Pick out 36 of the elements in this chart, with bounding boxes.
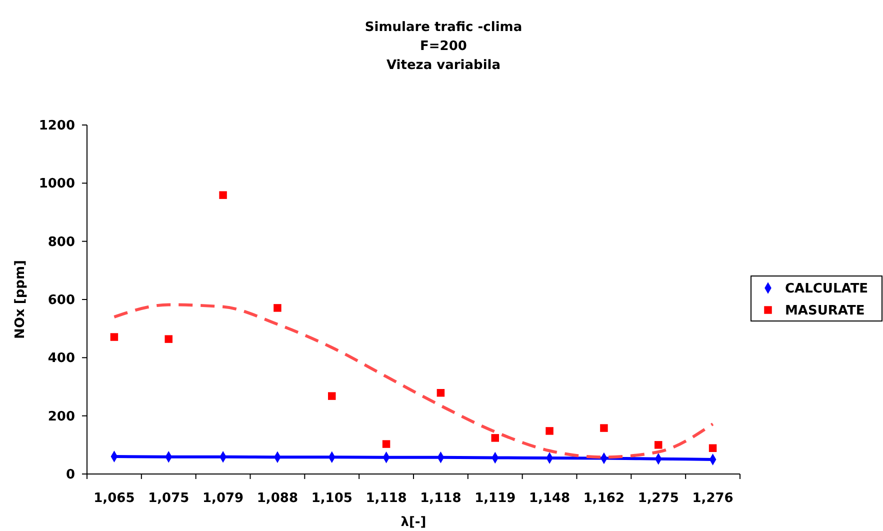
y-tick-label: 800: [48, 234, 75, 250]
x-tick-label: 1,118: [366, 491, 407, 506]
y-tick-label: 200: [48, 409, 75, 424]
x-tick-label: 1,275: [638, 491, 679, 506]
y-tick-label: 0: [66, 468, 75, 483]
x-tick-label: 1,075: [148, 491, 190, 506]
point: [219, 191, 227, 199]
y-axis-title: NOx [ppm]: [13, 260, 28, 339]
chart-title: Simulare trafic -clima F=200 Viteza variabila: [364, 20, 522, 73]
x-tick-label: 1,118: [420, 491, 462, 506]
y-tick-label: 400: [48, 351, 75, 366]
legend-label: CALCULATE: [785, 282, 868, 297]
point: [328, 392, 336, 400]
point: [654, 441, 662, 449]
point: [491, 434, 499, 442]
point: [110, 333, 118, 341]
x-tick-label: 1,276: [692, 491, 734, 506]
x-tick-label: 1,088: [256, 491, 298, 506]
point: [436, 388, 445, 397]
y-tick-label: 1000: [38, 176, 75, 192]
x-tick-label: 1,105: [311, 491, 352, 506]
x-tick-label: 1,162: [583, 491, 625, 506]
x-axis-title: λ[-]: [400, 515, 426, 530]
point: [600, 424, 608, 432]
x-tick-label: 1,065: [94, 491, 135, 506]
x-tick-label: 1,079: [202, 491, 244, 506]
point: [546, 427, 554, 435]
point: [164, 335, 172, 343]
y-tick-label: 600: [48, 293, 75, 308]
x-tick-label: 1,119: [474, 491, 516, 506]
point: [708, 444, 717, 452]
y-tick-label: 1200: [38, 118, 75, 134]
x-tick-label: 1,148: [528, 491, 570, 506]
point: [274, 304, 282, 312]
legend-label: MASURATE: [785, 304, 865, 319]
point: [382, 440, 390, 448]
